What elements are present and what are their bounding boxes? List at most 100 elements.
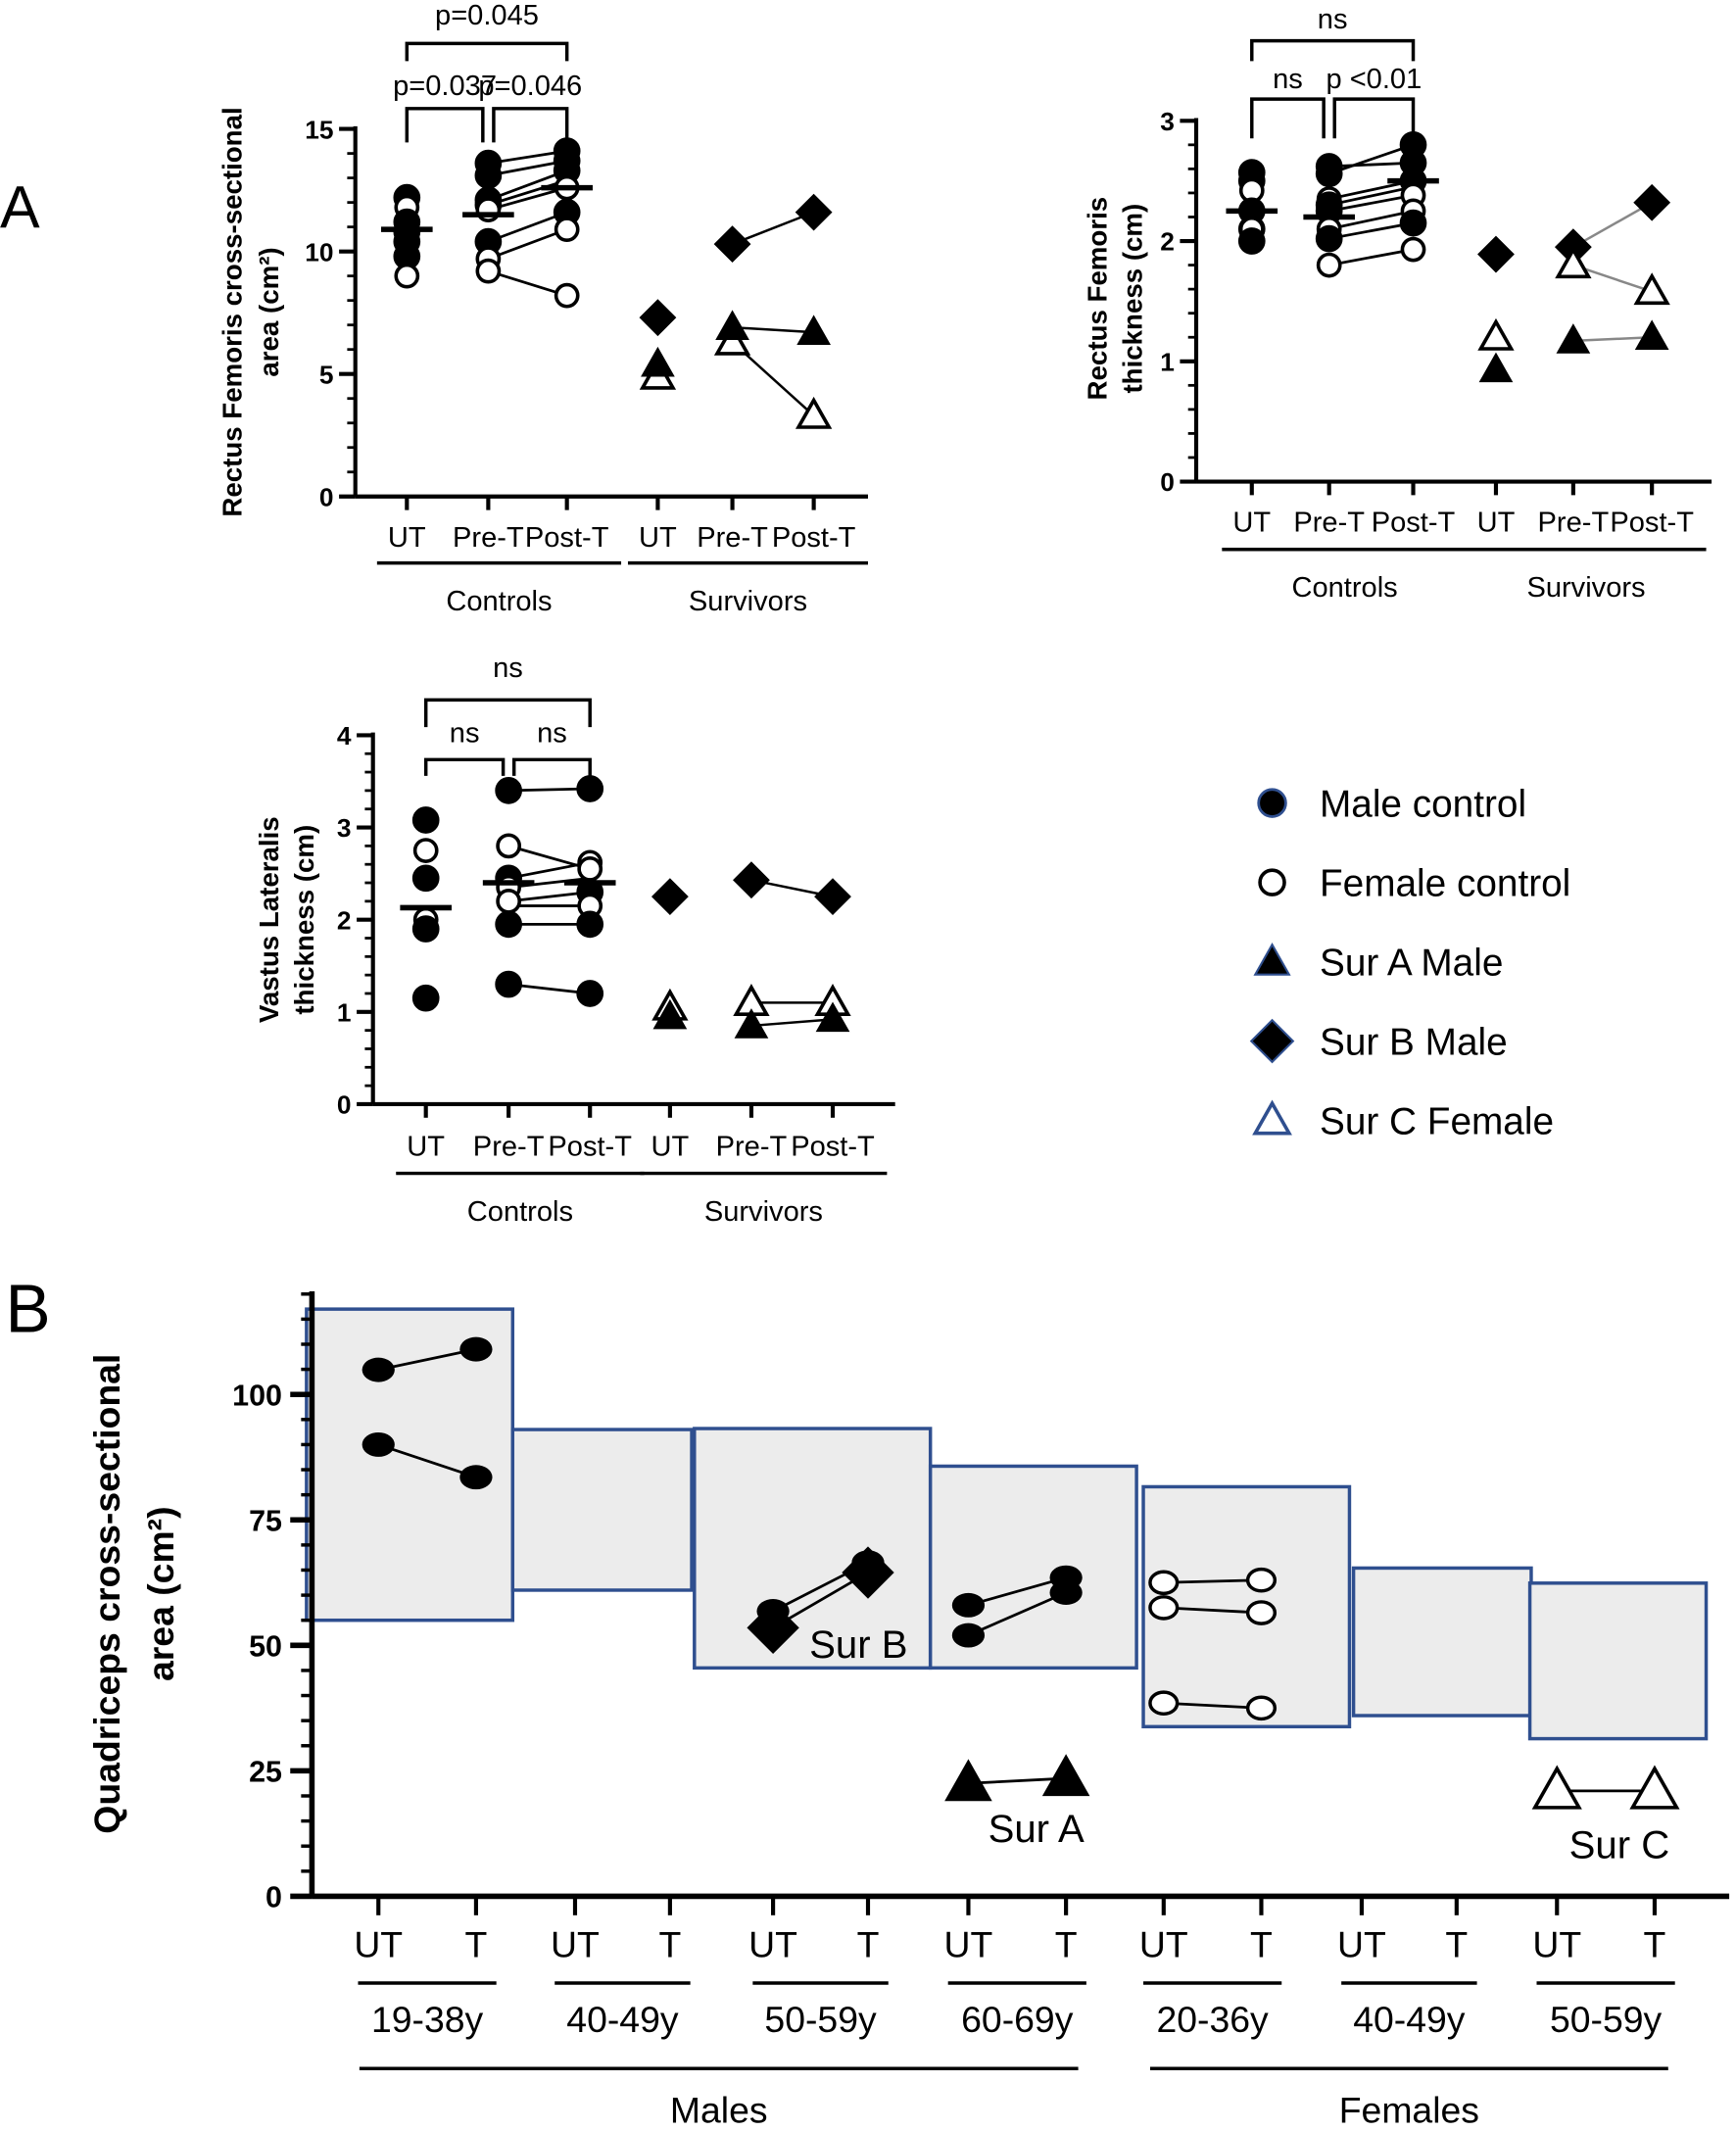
sur-c-female-point xyxy=(1633,272,1670,306)
y-axis-title: Rectus Femoris cross-sectional xyxy=(217,107,247,516)
sur-a-male-point xyxy=(944,1759,992,1802)
sur-a-male-point xyxy=(1634,319,1669,351)
y-tick-label: 4 xyxy=(337,721,352,751)
male-control-point xyxy=(576,775,604,802)
pair-line xyxy=(1328,161,1414,169)
y-tick-label: 0 xyxy=(1160,467,1175,497)
sur-c-female-point xyxy=(1477,317,1515,351)
pair-line xyxy=(487,211,568,243)
male-control-point xyxy=(576,910,604,939)
x-tick-label: Pre-T xyxy=(1538,508,1610,539)
y-axis-title: area (cm²) xyxy=(254,247,284,376)
y-tick-label: 3 xyxy=(1160,107,1175,136)
range-box xyxy=(928,1464,1138,1671)
pair-line xyxy=(732,325,814,334)
pair-line xyxy=(772,1561,869,1613)
male-control-point xyxy=(1399,209,1427,237)
male-point xyxy=(362,1357,395,1382)
sur-a-male-point xyxy=(1556,323,1591,354)
y-tick-label: 2 xyxy=(337,905,352,935)
group-label: Survivors xyxy=(1526,572,1645,604)
pair-line xyxy=(508,787,591,793)
y-tick-label: 3 xyxy=(337,813,352,843)
pair-line xyxy=(377,1443,477,1479)
female-control-point xyxy=(475,258,502,284)
male-point xyxy=(1049,1580,1083,1605)
x-tick-label: UT xyxy=(388,522,426,554)
significance-label: p=0.046 xyxy=(478,71,582,102)
male-control-point xyxy=(495,910,522,939)
male-control-point xyxy=(495,970,522,998)
male-control-point xyxy=(411,915,440,943)
significance-bracket xyxy=(1332,97,1416,139)
x-tick-label-ut: UT xyxy=(944,1924,993,1965)
male-control-point xyxy=(411,864,440,893)
pair-line xyxy=(968,1776,1067,1785)
female-control-point xyxy=(496,833,522,859)
sur-c-female-point xyxy=(1531,1765,1582,1810)
pair-line xyxy=(507,983,591,995)
sur-a-male-point xyxy=(796,315,831,345)
x-tick-label-ut: UT xyxy=(1337,1924,1386,1965)
x-tick-label-t: T xyxy=(1055,1924,1078,1965)
x-tick-label-t: T xyxy=(465,1924,488,1965)
x-tick-label: Post-T xyxy=(791,1132,875,1163)
x-tick-label: Pre-T xyxy=(473,1132,545,1163)
pair-line xyxy=(1572,335,1653,343)
pair-line xyxy=(507,891,591,903)
age-group: UT T 60-69y xyxy=(944,1565,1090,2040)
female-point xyxy=(1148,1690,1180,1717)
pair-line xyxy=(507,860,591,880)
female-point xyxy=(1245,1695,1278,1721)
female-control-point xyxy=(554,282,580,309)
x-tick-label: Pre-T xyxy=(697,522,768,554)
male-control-point xyxy=(495,777,522,804)
sur-b-male-point xyxy=(713,225,751,264)
age-group: UT T 20-36y xyxy=(1139,1567,1282,2040)
significance-bracket xyxy=(405,41,569,62)
female-control-point xyxy=(1316,252,1342,278)
pair-line xyxy=(1328,185,1414,207)
male-point xyxy=(951,1592,986,1618)
male-control-point xyxy=(1257,788,1287,818)
pair-line xyxy=(1163,1701,1262,1710)
sur-b-male-point xyxy=(651,878,689,916)
significance-label: ns xyxy=(537,717,567,749)
pair-line xyxy=(967,1591,1067,1637)
legend-item: Sur B Male xyxy=(1249,1018,1508,1063)
sur-b-male-point xyxy=(814,878,851,916)
y-axis-title: area (cm²) xyxy=(140,1506,181,1681)
group-label: Survivors xyxy=(689,586,807,617)
panel-label-b: B xyxy=(6,1271,51,1347)
legend: Male control Female control Sur A Male Sur … xyxy=(1249,783,1570,1142)
female-point xyxy=(1148,1570,1180,1596)
legend-label: Female control xyxy=(1320,862,1570,904)
x-tick-label: UT xyxy=(639,522,677,554)
sur-c-female-point xyxy=(1252,1099,1292,1136)
x-tick-label-t: T xyxy=(1445,1924,1468,1965)
legend-label: Sur C Female xyxy=(1320,1100,1554,1142)
sur-a-male-point xyxy=(715,310,749,340)
female-point xyxy=(1245,1567,1278,1593)
age-group: UT T 40-49y xyxy=(551,1896,691,2040)
age-label: 50-59y xyxy=(1550,1999,1663,2040)
pair-line xyxy=(1328,179,1414,201)
female-control-point xyxy=(1258,868,1286,896)
female-control-point xyxy=(554,217,580,243)
significance-label: ns xyxy=(450,717,480,749)
x-tick-label-t: T xyxy=(1250,1924,1273,1965)
legend-item: Male control xyxy=(1257,783,1526,825)
range-box xyxy=(1351,1566,1533,1718)
pair-line xyxy=(507,876,591,890)
y-tick-label: 1 xyxy=(1160,347,1175,376)
survivor-annotation: Sur A xyxy=(989,1807,1085,1851)
x-tick-label: UT xyxy=(407,1132,445,1163)
age-group: UT T 50-59y xyxy=(1531,1765,1680,2040)
male-point xyxy=(756,1599,790,1623)
survivor-annotation: Sur C xyxy=(1569,1823,1670,1867)
group-label: Controls xyxy=(467,1196,573,1228)
y-axis-title: thickness (cm) xyxy=(289,825,319,1015)
significance-label: p=0.045 xyxy=(435,0,539,31)
sur-a-male-point xyxy=(1253,943,1291,976)
